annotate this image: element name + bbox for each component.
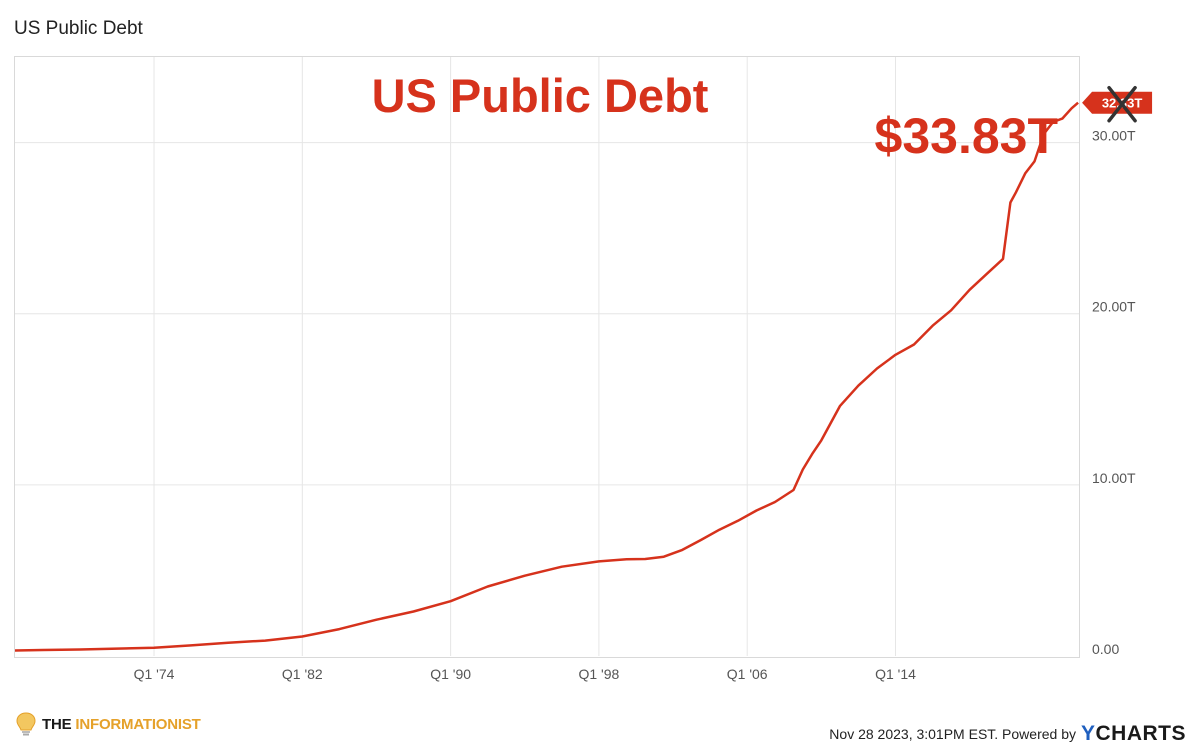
x-tick-label: Q1 '14 (875, 666, 916, 682)
grid-lines (15, 57, 1079, 656)
annotations: US Public Debt $33.83T (372, 69, 1058, 164)
brand-accent: INFORMATIONIST (75, 715, 201, 733)
ycharts-logo[interactable]: YCHARTS (1081, 722, 1186, 746)
y-tick-label: 30.00T (1092, 128, 1136, 144)
debt-series-line (14, 101, 1079, 652)
x-tick-label: Q1 '82 (282, 666, 323, 682)
annotation-value: $33.83T (875, 108, 1058, 164)
series-layer (14, 101, 1079, 652)
x-tick-label: Q1 '74 (134, 666, 175, 682)
y-tick-label: 0.00 (1092, 641, 1119, 657)
brand-logo[interactable]: THE INFORMATIONIST (16, 712, 201, 736)
brand-name: THE INFORMATIONIST (42, 716, 201, 733)
x-tick-label: Q1 '90 (430, 666, 471, 682)
last-value-flag (1082, 91, 1153, 114)
x-tick-label: Q1 '98 (578, 666, 619, 682)
lightbulb-icon (16, 712, 36, 736)
chart-canvas: US Public Debt $33.83T 32.33T 0.00 10.00T… (14, 57, 1153, 682)
chart-header-title: US Public Debt (14, 18, 143, 39)
ycharts-logo-y: Y (1080, 722, 1096, 745)
ycharts-logo-rest: CHARTS (1095, 722, 1186, 745)
chart-footer: THE INFORMATIONIST Nov 28 2023, 3:01PM E… (0, 700, 1200, 752)
brand-prefix: THE (42, 715, 76, 733)
last-value-label: 32.33T (1082, 85, 1153, 123)
axis-labels: 0.00 10.00T 20.00T 30.00T Q1 '74 Q1 '82 Q1 '90… (134, 128, 1136, 682)
y-tick-label: 10.00T (1092, 470, 1136, 486)
cross-out-icon (1107, 85, 1137, 123)
timestamp: Nov 28 2023, 3:01PM EST. Powered by (829, 726, 1076, 742)
y-tick-label: 20.00T (1092, 299, 1136, 315)
plot-area-border (14, 56, 1080, 658)
x-tick-label: Q1 '06 (727, 666, 768, 682)
annotation-title: US Public Debt (372, 69, 709, 122)
